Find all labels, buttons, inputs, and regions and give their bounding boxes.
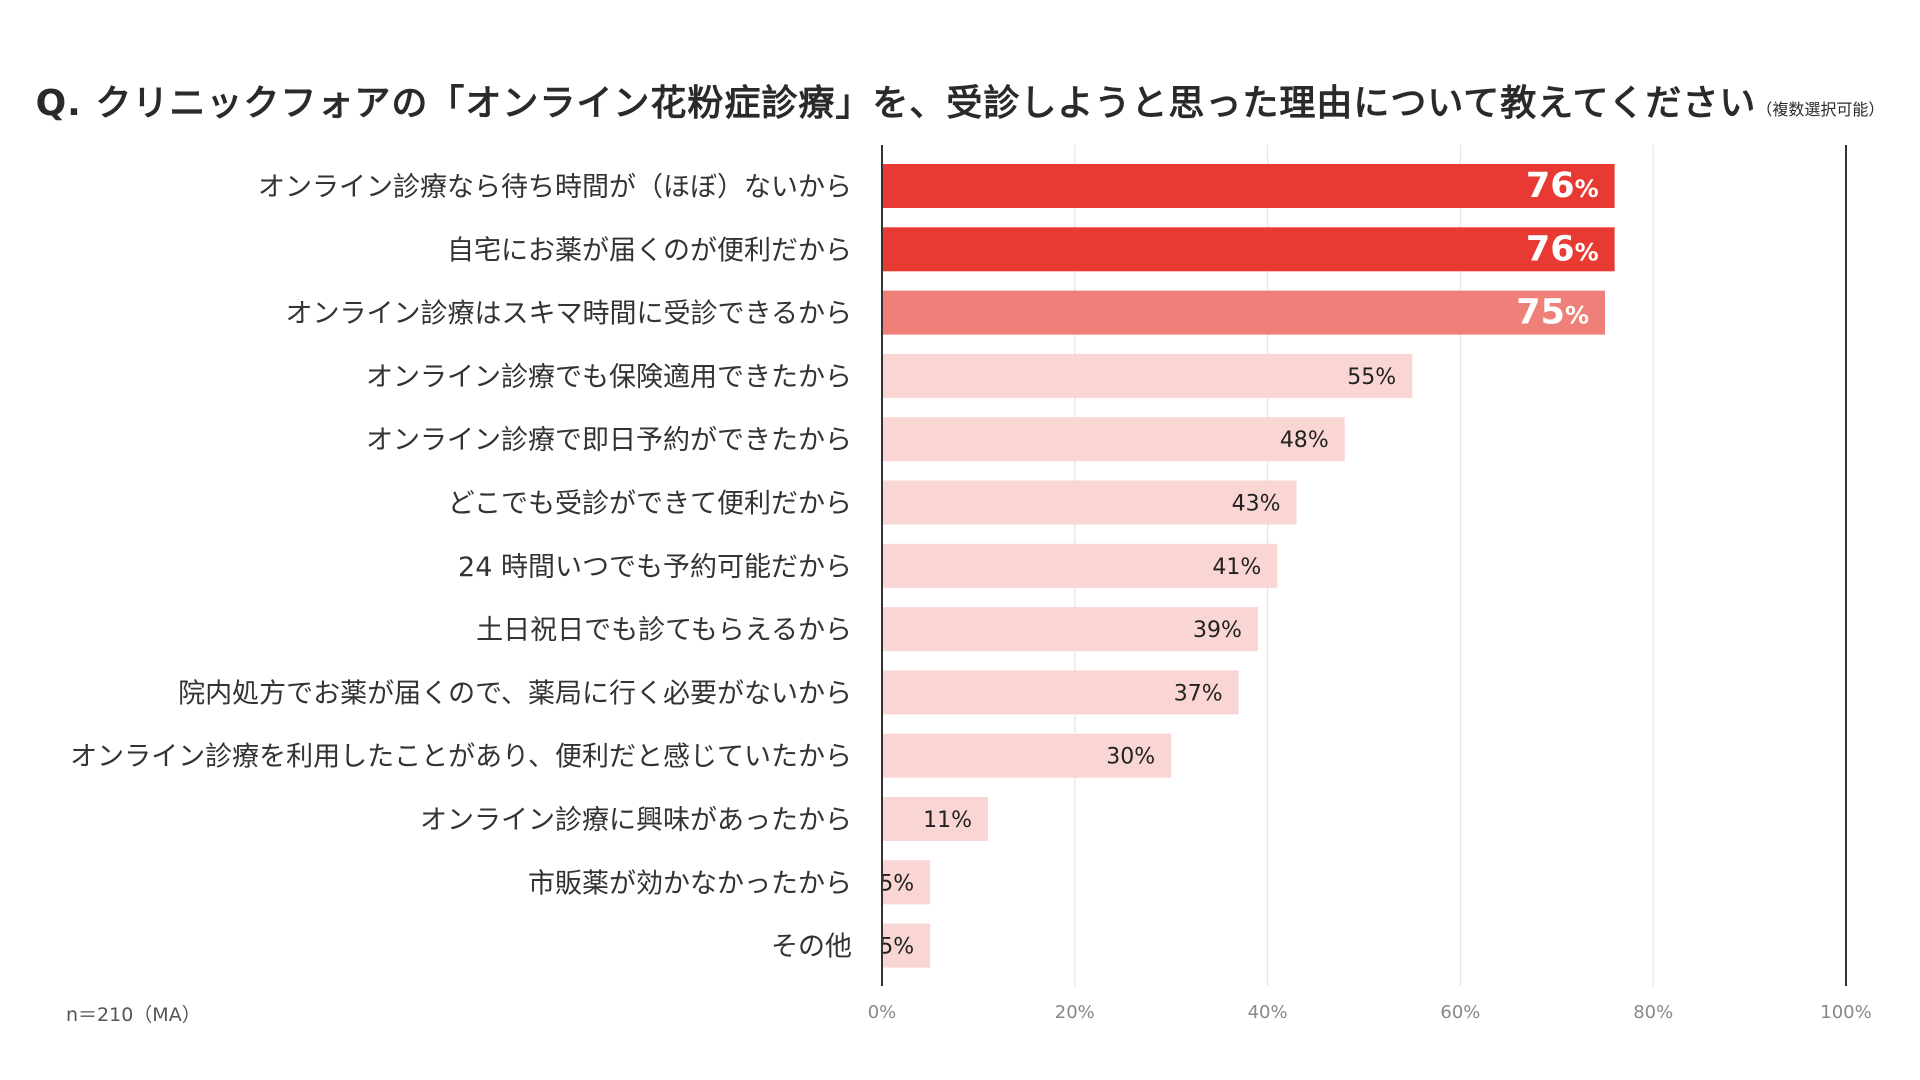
- category-label: 院内処方でお薬が届くので、薬局に行く必要がないから: [178, 678, 852, 709]
- category-label: オンライン診療で即日予約ができたから: [366, 425, 852, 456]
- chart-title-note: （複数選択可能）: [1756, 100, 1885, 119]
- bar: [882, 290, 1605, 335]
- bar-layer: [882, 164, 1615, 968]
- bar: [882, 480, 1297, 525]
- category-label: どこでも受診ができて便利だから: [448, 489, 852, 520]
- bar: [882, 417, 1345, 462]
- bar-value-label: 48%: [1280, 428, 1329, 453]
- category-label: 自宅にお薬が届くのが便利だから: [447, 235, 852, 266]
- bar-value-label: 11%: [923, 808, 972, 833]
- bar: [882, 164, 1615, 208]
- bar: [882, 860, 931, 905]
- bar: [882, 353, 1413, 398]
- x-tick-label: 0%: [868, 1002, 897, 1023]
- bar-value-label: 76%: [1526, 229, 1599, 269]
- category-label: オンライン診療でも保険適用できたから: [366, 362, 852, 393]
- category-label: その他: [771, 932, 852, 963]
- x-tick-label: 100%: [1820, 1002, 1871, 1023]
- category-label: 24 時間いつでも予約可能だから: [458, 552, 852, 583]
- bar-value-label: 55%: [1347, 365, 1396, 390]
- bar-value-label: 30%: [1106, 745, 1155, 770]
- category-label: 土日祝日でも診てもらえるから: [476, 615, 852, 646]
- sample-size-note: n＝210（MA）: [66, 1004, 201, 1026]
- category-label: オンライン診療なら待ち時間が（ほぼ）ないから: [258, 172, 852, 203]
- bar-value-label: 5%: [879, 871, 914, 896]
- bar-value-label: 41%: [1212, 555, 1261, 580]
- bar-value-label: 37%: [1174, 681, 1223, 706]
- bar-value-label: 75%: [1516, 293, 1589, 333]
- bar-value-label: 39%: [1193, 618, 1242, 643]
- bar-value-label: 5%: [879, 935, 914, 960]
- bar-value-label: 43%: [1232, 492, 1281, 517]
- chart-title-text: Q. クリニックフォアの「オンライン花粉症診療」を、受診しようと思った理由につい…: [35, 83, 1757, 124]
- bar-value-label: 76%: [1526, 166, 1599, 206]
- category-label: オンライン診療を利用したことがあり、便利だと感じていたから: [70, 742, 852, 773]
- x-tick-label: 80%: [1633, 1002, 1673, 1023]
- axis-layer: 0% 20% 40% 60% 80% 100%: [868, 145, 1872, 1023]
- label-layer: 76% オンライン診療なら待ち時間が（ほぼ）ないから 76% 自宅にお薬が届くのが便利…: [70, 166, 1599, 963]
- bar: [882, 543, 1278, 588]
- bar: [882, 733, 1172, 778]
- bar: [882, 923, 931, 968]
- category-label: オンライン診療に興味があったから: [420, 805, 852, 836]
- bar: [882, 607, 1258, 652]
- chart-title: Q. クリニックフォアの「オンライン花粉症診療」を、受診しようと思った理由につい…: [0, 74, 1920, 126]
- bar: [882, 227, 1615, 272]
- category-label: 市販薬が効かなかったから: [528, 868, 852, 899]
- x-tick-label: 20%: [1055, 1002, 1095, 1023]
- x-tick-label: 40%: [1248, 1002, 1288, 1023]
- bar: [882, 670, 1239, 715]
- category-label: オンライン診療はスキマ時間に受診できるから: [286, 299, 852, 330]
- x-tick-label: 60%: [1440, 1002, 1480, 1023]
- bar: [882, 797, 989, 841]
